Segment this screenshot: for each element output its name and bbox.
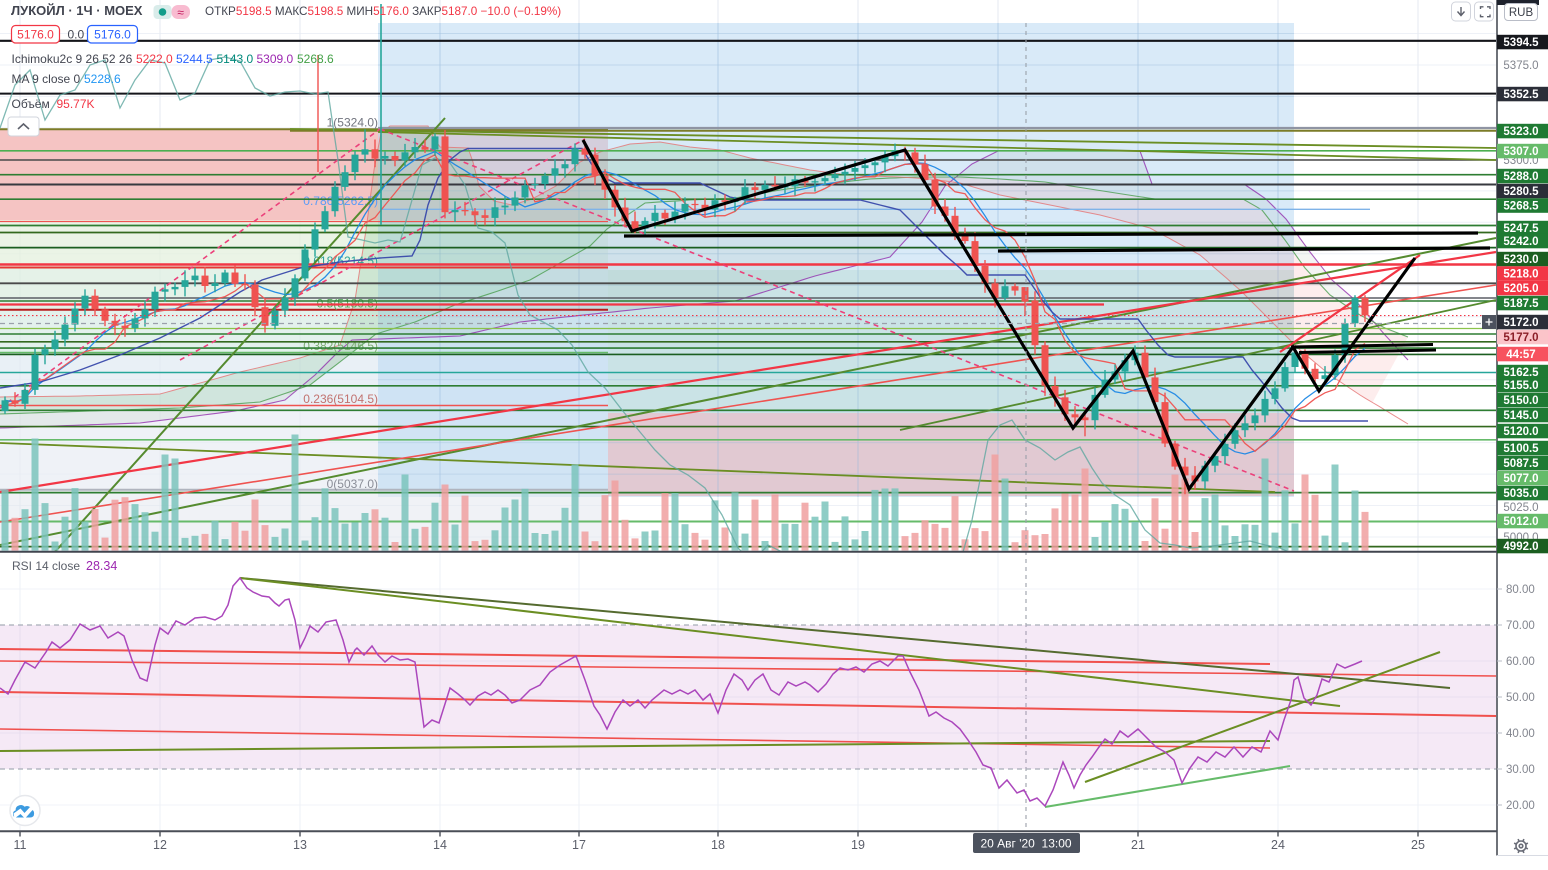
svg-text:0.0: 0.0 (68, 28, 85, 42)
svg-text:5162.5: 5162.5 (1503, 367, 1539, 379)
svg-text:70.00: 70.00 (1506, 620, 1535, 632)
svg-text:5035.0: 5035.0 (1503, 488, 1538, 500)
svg-text:14: 14 (433, 838, 447, 852)
svg-text:5228.6: 5228.6 (84, 72, 121, 86)
svg-text:Объём: Объём (12, 97, 50, 111)
svg-text:5155.0: 5155.0 (1503, 380, 1538, 392)
svg-text:5077.0: 5077.0 (1503, 473, 1538, 485)
svg-text:19: 19 (851, 838, 865, 852)
svg-text:5012.0: 5012.0 (1503, 516, 1538, 528)
svg-text:5352.5: 5352.5 (1503, 89, 1539, 101)
svg-text:5218.0: 5218.0 (1503, 269, 1538, 281)
svg-text:5176.0: 5176.0 (94, 28, 131, 42)
svg-text:5187.5: 5187.5 (1503, 298, 1539, 310)
svg-text:5309.0: 5309.0 (257, 52, 294, 66)
svg-text:≈: ≈ (177, 6, 184, 20)
svg-text:40.00: 40.00 (1506, 728, 1535, 740)
svg-text:RUB: RUB (1509, 7, 1534, 19)
svg-text:5244.5: 5244.5 (176, 52, 213, 66)
svg-text:0.786(5262.5): 0.786(5262.5) (303, 194, 378, 208)
svg-text:5176.0: 5176.0 (17, 28, 54, 42)
svg-text:5145.0: 5145.0 (1503, 410, 1538, 422)
svg-text:ОТКР5198.5 МАКС5198.5 МИН5176.: ОТКР5198.5 МАКС5198.5 МИН5176.0 ЗАКР5187… (205, 5, 561, 18)
svg-text:5143.0: 5143.0 (217, 52, 254, 66)
svg-text:5172.0: 5172.0 (1503, 317, 1538, 329)
svg-text:20 Авг '20 13:00: 20 Авг '20 13:00 (980, 837, 1071, 851)
svg-text:RSI 14 close: RSI 14 close (12, 559, 80, 573)
svg-text:MA 9 close 0: MA 9 close 0 (12, 72, 81, 86)
svg-text:5375.0: 5375.0 (1503, 60, 1538, 72)
svg-text:5247.5: 5247.5 (1503, 223, 1539, 235)
svg-text:11: 11 (14, 838, 27, 852)
svg-text:18: 18 (711, 838, 725, 852)
svg-text:5222.0: 5222.0 (136, 52, 173, 66)
svg-text:28.34: 28.34 (86, 559, 117, 573)
svg-text:5087.5: 5087.5 (1503, 458, 1539, 470)
svg-text:5177.0: 5177.0 (1503, 332, 1538, 344)
svg-text:95.77K: 95.77K (57, 97, 95, 111)
svg-text:5323.0: 5323.0 (1503, 126, 1538, 138)
svg-text:20.00: 20.00 (1506, 800, 1535, 812)
svg-text:12: 12 (153, 838, 167, 852)
svg-text:5230.0: 5230.0 (1503, 254, 1538, 266)
svg-text:0(5037.0): 0(5037.0) (327, 477, 378, 491)
svg-text:5150.0: 5150.0 (1503, 395, 1538, 407)
svg-text:5120.0: 5120.0 (1503, 426, 1538, 438)
svg-text:5268.5: 5268.5 (1503, 201, 1539, 213)
svg-text:30.00: 30.00 (1506, 764, 1535, 776)
svg-text:25: 25 (1411, 838, 1425, 852)
svg-text:13: 13 (293, 838, 307, 852)
svg-text:80.00: 80.00 (1506, 584, 1535, 596)
svg-text:21: 21 (1131, 838, 1145, 852)
svg-text:1(5324.0): 1(5324.0) (327, 116, 378, 130)
svg-text:ЛУКОЙЛ · 1Ч · MOEX: ЛУКОЙЛ · 1Ч · MOEX (11, 3, 143, 18)
svg-text:60.00: 60.00 (1506, 656, 1535, 668)
svg-text:5025.0: 5025.0 (1503, 502, 1538, 514)
svg-text:44:57: 44:57 (1506, 349, 1535, 361)
svg-text:24: 24 (1271, 838, 1285, 852)
svg-text:Ichimoku2c 9 26 52 26: Ichimoku2c 9 26 52 26 (12, 52, 133, 66)
svg-text:5280.5: 5280.5 (1503, 186, 1539, 198)
svg-text:0.236(5104.5): 0.236(5104.5) (303, 392, 378, 406)
svg-text:5205.0: 5205.0 (1503, 283, 1538, 295)
svg-text:5307.0: 5307.0 (1503, 146, 1538, 158)
svg-text:5288.0: 5288.0 (1503, 171, 1538, 183)
svg-text:5394.5: 5394.5 (1503, 37, 1539, 49)
svg-text:4992.0: 4992.0 (1503, 541, 1538, 553)
svg-text:17: 17 (572, 838, 586, 852)
svg-text:50.00: 50.00 (1506, 692, 1535, 704)
svg-text:5100.5: 5100.5 (1503, 443, 1539, 455)
svg-text:5268.6: 5268.6 (297, 52, 334, 66)
svg-text:5242.0: 5242.0 (1503, 236, 1538, 248)
